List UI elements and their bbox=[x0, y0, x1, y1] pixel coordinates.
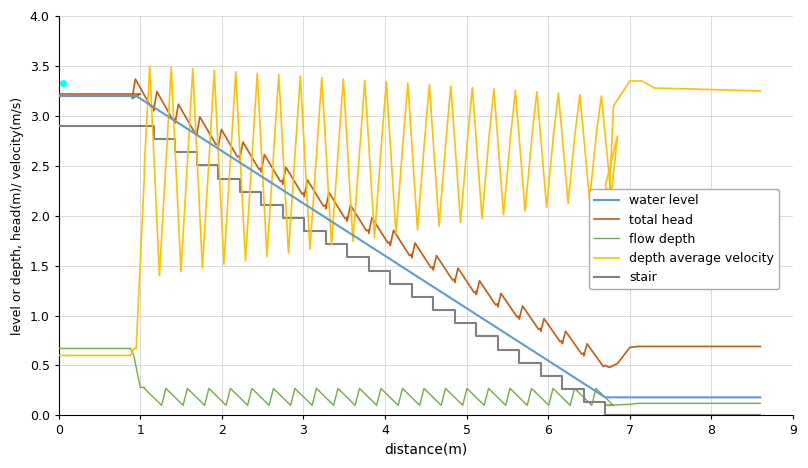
depth average velocity bbox=[154, 273, 164, 278]
total head bbox=[755, 344, 765, 349]
flow depth bbox=[755, 401, 765, 406]
Line: total head: total head bbox=[59, 79, 760, 367]
depth average velocity bbox=[376, 149, 385, 154]
stair bbox=[755, 412, 765, 418]
flow depth bbox=[566, 402, 575, 408]
depth average velocity bbox=[326, 242, 336, 248]
water level bbox=[330, 221, 340, 227]
Line: stair: stair bbox=[59, 126, 760, 415]
total head bbox=[131, 76, 141, 82]
stair bbox=[515, 360, 524, 366]
total head bbox=[54, 91, 64, 97]
water level bbox=[54, 93, 64, 99]
X-axis label: distance(m): distance(m) bbox=[384, 443, 468, 457]
stair bbox=[600, 412, 610, 418]
flow depth bbox=[286, 402, 296, 408]
depth average velocity bbox=[755, 88, 765, 94]
total head bbox=[57, 91, 66, 97]
total head bbox=[76, 91, 86, 97]
depth average velocity bbox=[54, 352, 64, 358]
water level bbox=[755, 395, 765, 400]
stair bbox=[536, 360, 545, 366]
stair bbox=[515, 347, 524, 352]
depth average velocity bbox=[570, 136, 579, 141]
flow depth bbox=[157, 402, 166, 408]
flow depth bbox=[54, 346, 64, 351]
flow depth bbox=[544, 402, 553, 408]
flow depth bbox=[591, 386, 601, 391]
Y-axis label: level or depth, head(m)/ velocity(m/s): level or depth, head(m)/ velocity(m/s) bbox=[11, 97, 24, 335]
water level bbox=[271, 183, 280, 189]
depth average velocity bbox=[145, 63, 154, 69]
Legend: water level, total head, flow depth, depth average velocity, stair: water level, total head, flow depth, dep… bbox=[590, 189, 780, 289]
total head bbox=[259, 152, 269, 157]
total head bbox=[604, 365, 614, 370]
stair bbox=[515, 347, 524, 352]
water level bbox=[654, 395, 663, 400]
water level bbox=[252, 171, 262, 176]
total head bbox=[119, 91, 128, 97]
water level bbox=[280, 189, 290, 195]
stair bbox=[493, 334, 503, 339]
stair bbox=[54, 123, 64, 129]
water level bbox=[154, 107, 163, 113]
stair bbox=[407, 294, 417, 300]
Line: depth average velocity: depth average velocity bbox=[59, 66, 760, 355]
depth average velocity bbox=[505, 139, 515, 145]
water level bbox=[600, 395, 610, 400]
flow depth bbox=[114, 346, 124, 351]
flow depth bbox=[140, 386, 149, 391]
total head bbox=[362, 228, 372, 234]
Line: water level: water level bbox=[59, 96, 760, 397]
Line: flow depth: flow depth bbox=[59, 349, 760, 405]
depth average velocity bbox=[77, 352, 86, 358]
total head bbox=[170, 116, 180, 121]
